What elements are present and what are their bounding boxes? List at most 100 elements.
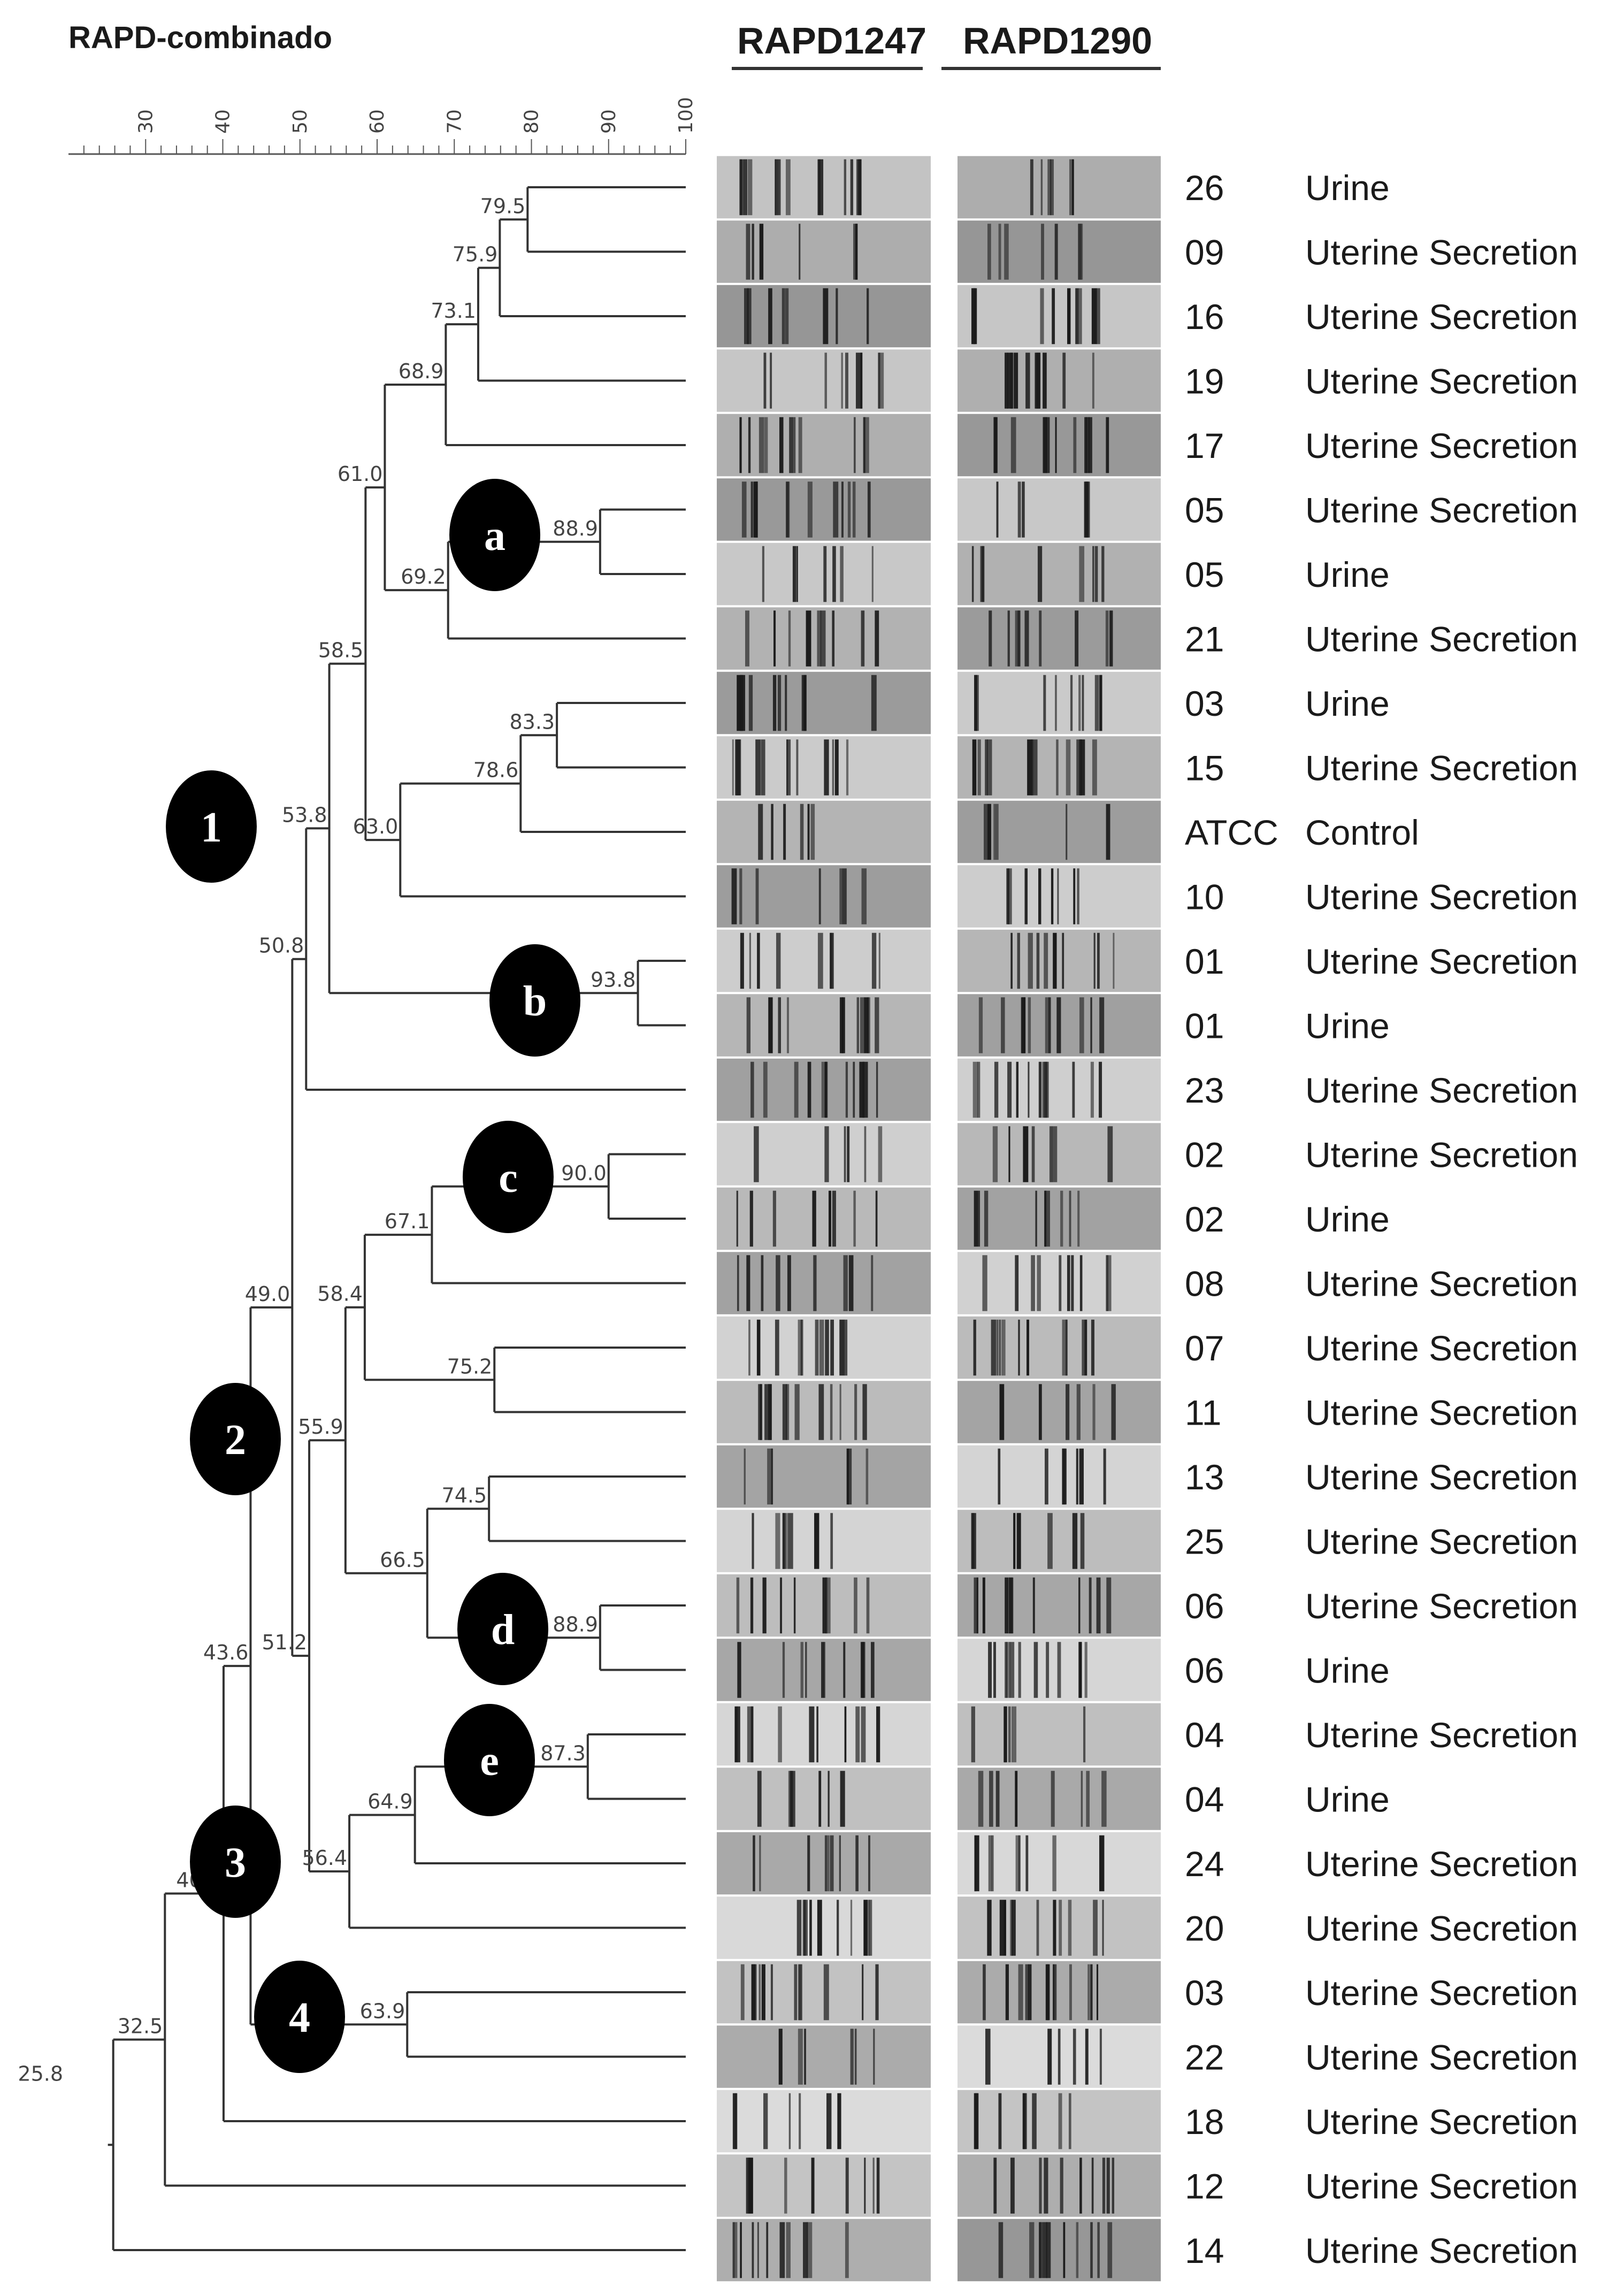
gel-band: [1045, 1448, 1048, 1505]
gel-band: [770, 1964, 773, 2021]
gel-band: [864, 997, 869, 1053]
isolate-id: 22: [1185, 2038, 1224, 2077]
isolate-source: Uterine Secretion: [1305, 619, 1578, 659]
cluster-marker-c: [463, 1121, 554, 1233]
gel-band: [845, 2158, 849, 2214]
gel-band: [855, 1706, 860, 1763]
gel-band: [1093, 932, 1096, 989]
node-similarity-label: 63.0: [353, 815, 399, 838]
gel-band: [1024, 868, 1028, 924]
gel-band: [878, 1126, 883, 1182]
gel-band: [1078, 288, 1082, 345]
gel-band: [824, 1126, 829, 1182]
node-similarity-label: 75.9: [453, 243, 498, 266]
gel-band: [753, 1835, 755, 1892]
gel-band: [807, 1061, 811, 1118]
gel-band: [740, 1964, 745, 2021]
gel-band: [974, 1835, 979, 1892]
gel-band: [855, 1835, 859, 1892]
isolate-source: Uterine Secretion: [1305, 2231, 1578, 2270]
gel-band: [1066, 1384, 1070, 1440]
gel-band: [1045, 1190, 1050, 1247]
gel-band: [1031, 1126, 1035, 1182]
gel-band: [1030, 159, 1033, 216]
gel-band: [844, 1319, 848, 1376]
gel-band: [793, 417, 796, 473]
cluster-marker-3: [190, 1806, 281, 1918]
gel-band: [771, 804, 773, 860]
gel-band: [1021, 997, 1025, 1053]
similarity-scale: 30 40 50 60 70 80 90 100: [68, 97, 697, 155]
gel-band: [1016, 1061, 1019, 1118]
gel-band: [872, 2158, 875, 2214]
gel-band: [982, 1255, 987, 1311]
gel-band: [1009, 1577, 1014, 1634]
gel-band: [862, 1384, 867, 1440]
gel-lane: [957, 1832, 1161, 1895]
gel-lane: [717, 736, 931, 799]
gel-band: [837, 1900, 839, 1956]
node-similarity-label: 58.5: [318, 639, 364, 662]
gel-band: [776, 1255, 780, 1311]
gel-band: [786, 739, 791, 796]
cluster-marker-label: 2: [225, 1417, 246, 1464]
isolate-id: 10: [1185, 877, 1224, 917]
gel-band: [1006, 868, 1009, 924]
gel-band: [782, 1642, 785, 1698]
node-similarity-label: 56.4: [302, 1846, 347, 1870]
node-similarity-label: 88.9: [553, 517, 598, 540]
gel-band: [1106, 1255, 1109, 1311]
gel-band: [861, 868, 867, 924]
gel-band: [1069, 159, 1072, 216]
gel-lane: [717, 1445, 931, 1508]
gel-band: [994, 417, 998, 473]
gel-band: [1073, 1061, 1075, 1118]
gel-band: [739, 159, 743, 216]
scale-tick-label: 70: [443, 109, 465, 134]
isolate-id: 03: [1185, 1973, 1224, 2013]
gel-lane: [957, 1123, 1161, 1185]
gel-band: [803, 2222, 808, 2278]
gel-band: [759, 1835, 761, 1892]
isolate-id: 18: [1185, 2102, 1224, 2141]
gel-band: [1043, 2222, 1047, 2278]
gel-band: [764, 417, 768, 473]
gel-band: [763, 353, 767, 409]
gel-band: [1089, 1577, 1092, 1634]
gel-band: [785, 159, 791, 216]
cluster-marker-e: [444, 1704, 535, 1816]
cluster-marker-4: [254, 1961, 345, 2073]
gel-band: [824, 1835, 827, 1892]
gel-band: [746, 997, 751, 1053]
gel-lane: [717, 349, 931, 412]
gel-band: [977, 1061, 980, 1118]
gel-band: [825, 1577, 831, 1634]
gel-band: [971, 1706, 975, 1763]
gel-band: [1015, 1835, 1020, 1892]
gel-band: [848, 1448, 852, 1505]
node-similarity-label: 74.5: [442, 1483, 487, 1507]
gel-band: [865, 1448, 869, 1505]
gel-band: [974, 675, 978, 731]
cluster-marker-a: [449, 479, 540, 591]
gel-band: [1062, 1319, 1067, 1376]
gel-band: [995, 1771, 1000, 1827]
gel-band: [1057, 1642, 1061, 1698]
isolate-source: Control: [1305, 813, 1419, 852]
node-similarity-label: 90.0: [561, 1161, 607, 1185]
gel-band: [739, 868, 742, 924]
isolate-id: ATCC: [1185, 813, 1278, 852]
gel-band: [984, 1190, 989, 1247]
gel-band: [776, 932, 781, 989]
gel-band: [1080, 1513, 1085, 1569]
gel-band: [757, 932, 760, 989]
gel-band: [752, 224, 754, 280]
gel-lane: [957, 1703, 1161, 1766]
gel-band: [1043, 417, 1048, 473]
gel-band: [1001, 997, 1005, 1053]
gel-band: [1039, 2222, 1043, 2278]
gel-band: [1067, 288, 1071, 345]
gel-lane: [957, 156, 1161, 219]
gel-band: [999, 1319, 1001, 1376]
gel-band: [823, 1964, 829, 2021]
